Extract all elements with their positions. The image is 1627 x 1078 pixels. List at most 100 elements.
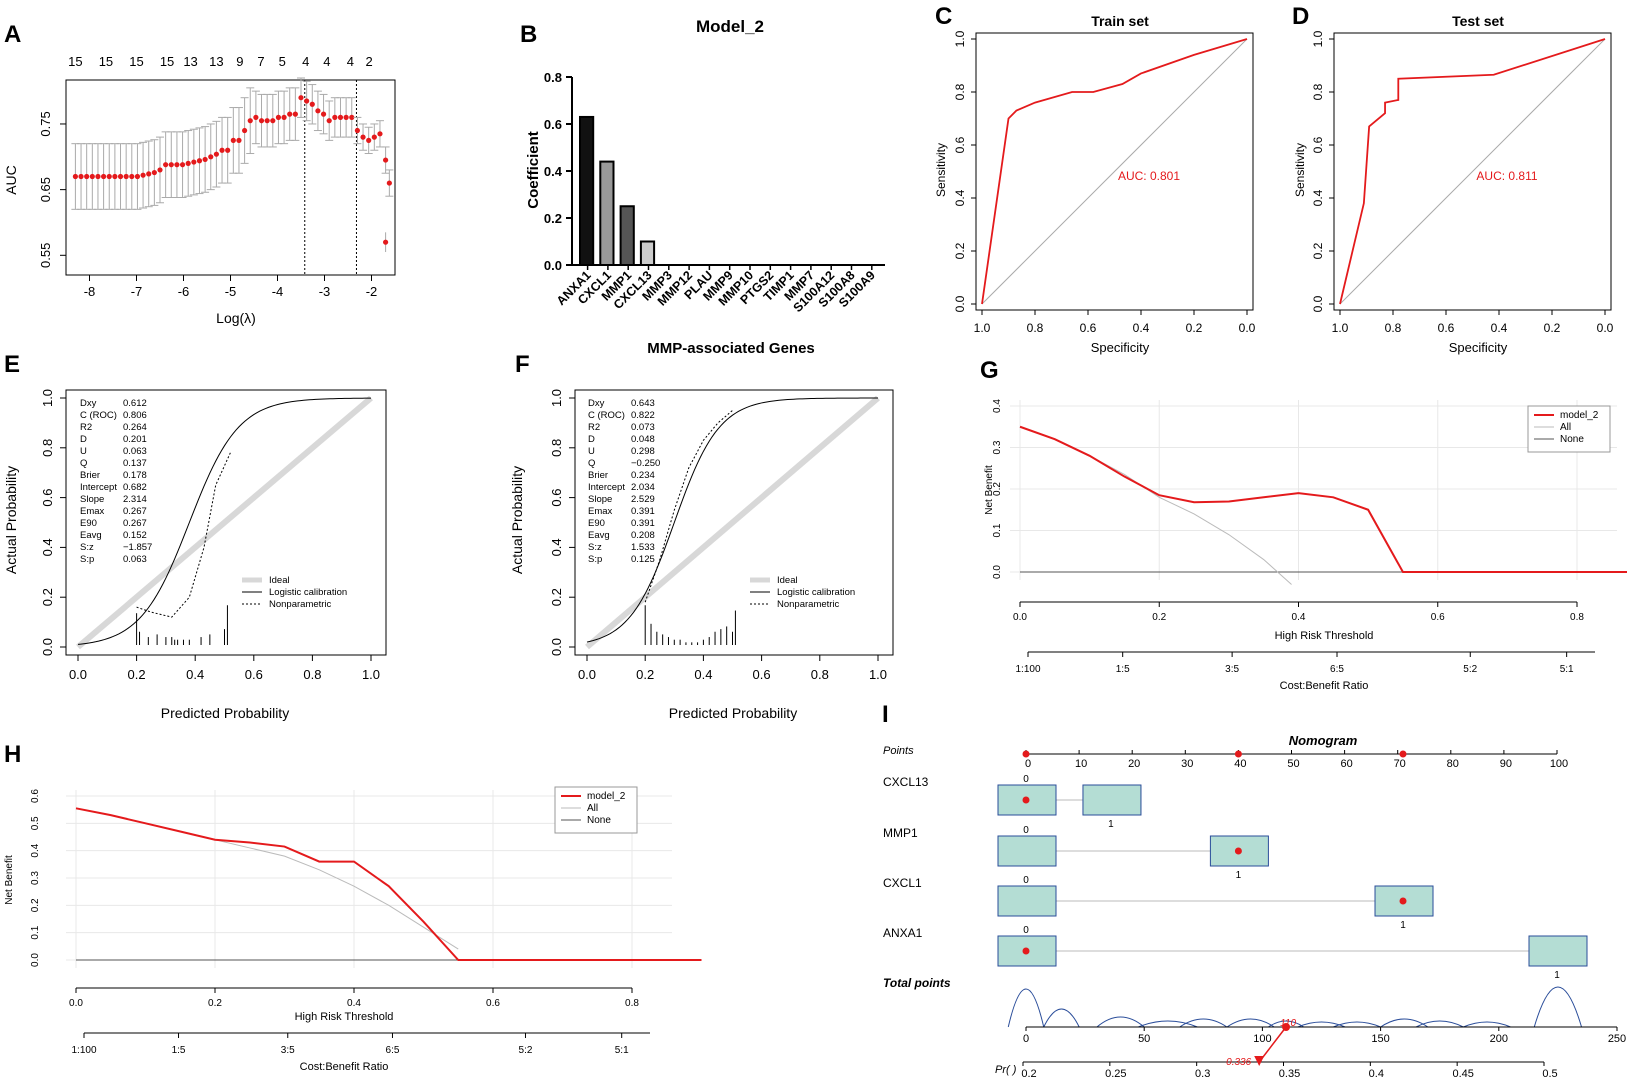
panel-a-point — [84, 173, 90, 180]
nomogram-points-marker — [1234, 750, 1242, 758]
panel-g-cost-tick-label: 6:5 — [1330, 664, 1344, 675]
nomogram-density-bump — [1096, 1016, 1145, 1028]
panel-d-diagonal — [1339, 38, 1606, 305]
panel-a-top-count: 4 — [347, 54, 354, 69]
panel-a-point — [386, 180, 392, 186]
nomogram-points-tick-label: 90 — [1500, 758, 1512, 770]
panel-a-point — [309, 101, 315, 107]
nomogram-level-box — [1082, 784, 1142, 816]
panel-a-point — [225, 147, 231, 153]
nomogram-points-tick-label: 50 — [1287, 758, 1299, 770]
nomogram-variable-label: ANXA1 — [883, 926, 923, 940]
panel-a-point — [112, 173, 118, 180]
panel-a-point — [208, 154, 214, 160]
panel-h-y-tick-label: 0.0 — [30, 953, 41, 967]
nomogram-total-label: Total points — [883, 976, 951, 990]
panel-h-x-tick-label: 0.8 — [625, 998, 639, 1009]
nomogram-total-tick-label: 200 — [1490, 1033, 1508, 1045]
panel-a-point — [196, 158, 203, 164]
panel-g-legend-label: All — [1560, 422, 1571, 433]
panel-letter-a: A — [4, 21, 21, 48]
panel-g-legend-label: model_2 — [1560, 410, 1599, 421]
panel-e-stat-value: 0.063 — [123, 554, 147, 565]
panel-a-point — [163, 162, 169, 168]
panel-g-cost-tick-label: 5:2 — [1463, 664, 1477, 675]
panel-a-point — [236, 137, 242, 143]
panel-e-stat-value: 0.264 — [123, 422, 147, 433]
panel-a-point — [72, 173, 78, 180]
panel-a-point — [213, 151, 219, 157]
panel-d-xlabel: Specificity — [1449, 340, 1508, 355]
panel-f-stat-name: Intercept — [588, 482, 625, 493]
nomogram-points-tick-label: 20 — [1128, 758, 1140, 770]
panel-a-point — [377, 131, 383, 137]
panel-f-stat-name: Dxy — [588, 398, 605, 409]
nomogram-density-bump — [1138, 1020, 1198, 1028]
panel-c-ylabel: Sensitivity — [934, 143, 948, 197]
nomogram-points-tick-label: 70 — [1394, 758, 1406, 770]
panel-a-point — [281, 114, 287, 120]
panel-a-x-tick-label: -8 — [84, 284, 96, 299]
panel-e-stat-value: 0.201 — [123, 434, 147, 445]
panel-d-y-tick-label: 1.0 — [1311, 30, 1325, 47]
panel-d-x-tick-label: 0.0 — [1597, 321, 1614, 335]
panel-a-point — [332, 114, 338, 120]
panel-a-point — [298, 95, 304, 101]
panel-g-x-tick-label: 0.0 — [1013, 612, 1027, 623]
nomogram-density-bump — [1297, 1021, 1346, 1028]
nomogram-level-box — [997, 835, 1057, 867]
panel-f-stat-name: Emax — [588, 506, 613, 517]
panel-e-stat-value: −1.857 — [123, 542, 152, 553]
nomogram-prob-tick-label: 0.35 — [1279, 1068, 1300, 1078]
panel-e-stat-value: 0.063 — [123, 446, 147, 457]
panel-g-x-tick-label: 0.6 — [1431, 612, 1445, 623]
panel-a-point — [258, 118, 265, 124]
panel-e-stat-value: 0.267 — [123, 518, 147, 529]
nomogram-level-label: 1 — [1236, 870, 1242, 881]
panel-h-cost-tick-label: 1:100 — [71, 1045, 96, 1056]
panel-d-x-tick-label: 0.4 — [1491, 321, 1508, 335]
panel-e-stat-name: E90 — [80, 518, 97, 529]
nomogram-selected-marker — [1022, 947, 1030, 955]
panel-f-stat-value: 0.298 — [631, 446, 655, 457]
panel-g-cost-label: Cost:Benefit Ratio — [1280, 680, 1369, 692]
nomogram-density-bump — [1333, 1021, 1381, 1028]
panel-f-legend-label: Nonparametric — [777, 599, 840, 610]
panel-f-stat-name: R2 — [588, 422, 600, 433]
panel-e-y-tick-label: 0.4 — [40, 538, 55, 556]
panel-f-stat-name: U — [588, 446, 595, 457]
panel-f-stat-name: S:p — [588, 554, 602, 565]
panel-f-y-tick-label: 0.4 — [549, 538, 564, 556]
panel-e-nonparametric-curve — [136, 452, 231, 618]
panel-a-point — [157, 167, 163, 173]
panel-h-cost-tick-label: 3:5 — [281, 1045, 295, 1056]
panel-g-x-tick-label: 0.2 — [1152, 612, 1166, 623]
panel-h-y-tick-label: 0.1 — [30, 925, 41, 939]
panel-c-x-tick-label: 0.2 — [1186, 321, 1203, 335]
panel-f-stat-name: Slope — [588, 494, 612, 505]
panel-g-y-tick-label: 0.0 — [992, 565, 1003, 579]
panel-h-legend-label: All — [587, 803, 598, 814]
panel-h-legend-label: model_2 — [587, 791, 626, 802]
panel-a-top-count: 7 — [257, 54, 264, 69]
panel-d-y-tick-label: 0.2 — [1311, 242, 1325, 259]
panel-a-top-count: 15 — [68, 54, 82, 69]
panel-e-stat-name: Q — [80, 458, 87, 469]
panel-d-x-tick-label: 0.8 — [1385, 321, 1402, 335]
panel-f-stat-name: Eavg — [588, 530, 610, 541]
nomogram-total-tick-label: 150 — [1371, 1033, 1389, 1045]
panel-b-bar — [599, 160, 615, 267]
panel-h-ylabel: Net Benefit — [4, 855, 15, 905]
panel-f-stat-value: 0.208 — [631, 530, 655, 541]
panel-f-stat-name: S:z — [588, 542, 602, 553]
panel-e-x-tick-label: 0.2 — [128, 667, 146, 682]
panel-f-stat-value: 1.533 — [631, 542, 655, 553]
panel-f-x-tick-label: 1.0 — [869, 667, 887, 682]
nomogram-total-tick-label: 50 — [1138, 1033, 1150, 1045]
nomogram-density-bump — [1415, 1020, 1464, 1028]
nomogram-level-box — [1528, 935, 1588, 967]
panel-e-stat-name: Slope — [80, 494, 104, 505]
panel-h-cost-label: Cost:Benefit Ratio — [300, 1061, 389, 1073]
panel-d-y-tick-label: 0.8 — [1311, 83, 1325, 100]
